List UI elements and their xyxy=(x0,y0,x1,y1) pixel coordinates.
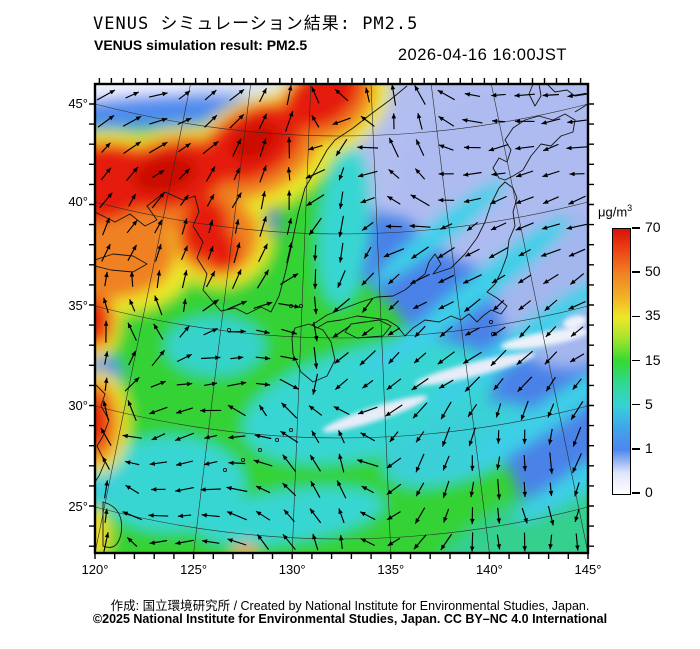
colorbar-tick-label: 5 xyxy=(645,395,653,412)
lat-tick-label: 25° xyxy=(68,499,88,514)
colorbar-tick-label: 50 xyxy=(645,263,661,280)
colorbar-tick-label: 1 xyxy=(645,439,653,456)
lon-tick-label: 130° xyxy=(278,562,306,577)
colorbar-tick xyxy=(632,492,640,494)
colorbar-tick xyxy=(632,271,640,273)
colorbar-tick xyxy=(632,227,640,229)
wind-arrows-layer xyxy=(96,84,588,552)
wind-arrow-heads xyxy=(100,84,580,552)
colorbar-tick xyxy=(632,403,640,406)
pm25-low-streaks xyxy=(322,315,588,433)
colorbar-tick xyxy=(632,315,640,318)
colorbar-unit-label: μg/m3 xyxy=(598,203,633,220)
colorbar: 0 1 5 15 35 50 70 xyxy=(612,220,692,500)
lon-tick-label: 120° xyxy=(81,562,109,577)
pm25-wind-map xyxy=(89,78,594,559)
copyright-line: ©2025 National Institute for Environment… xyxy=(92,612,608,626)
lon-tick-label: 125° xyxy=(180,562,208,577)
map-plot-area xyxy=(87,76,596,561)
lon-tick-label: 140° xyxy=(475,562,503,577)
lon-tick-label: 135° xyxy=(377,562,405,577)
page-title-english: VENUS simulation result: PM2.5 xyxy=(94,37,308,53)
lat-tick-label: 35° xyxy=(68,298,88,313)
map-layers xyxy=(95,84,588,553)
colorbar-gradient xyxy=(612,228,631,495)
timestamp-label: 2026-04-16 16:00JST xyxy=(397,46,567,64)
colorbar-tick xyxy=(632,359,640,362)
colorbar-tick-label: 35 xyxy=(645,307,661,324)
colorbar-tick-label: 15 xyxy=(645,351,661,368)
map-border xyxy=(93,82,590,555)
lat-tick-label: 40° xyxy=(68,194,88,209)
colorbar-tick-label: 70 xyxy=(645,219,661,235)
lat-tick-label: 30° xyxy=(68,398,88,413)
lon-tick-label: 145° xyxy=(574,562,602,577)
colorbar-tick xyxy=(632,448,640,450)
colorbar-tick-label: 0 xyxy=(645,484,653,500)
wind-arrow-shafts xyxy=(96,84,588,552)
axis-ticks xyxy=(89,78,594,559)
page-title-japanese: VENUS シミュレーション結果: PM2.5 xyxy=(93,14,419,34)
pm25-field xyxy=(95,84,588,553)
credit-line: 作成: 国立環境研究所 / Created by National Instit… xyxy=(110,599,590,613)
lat-tick-label: 45° xyxy=(68,96,88,111)
